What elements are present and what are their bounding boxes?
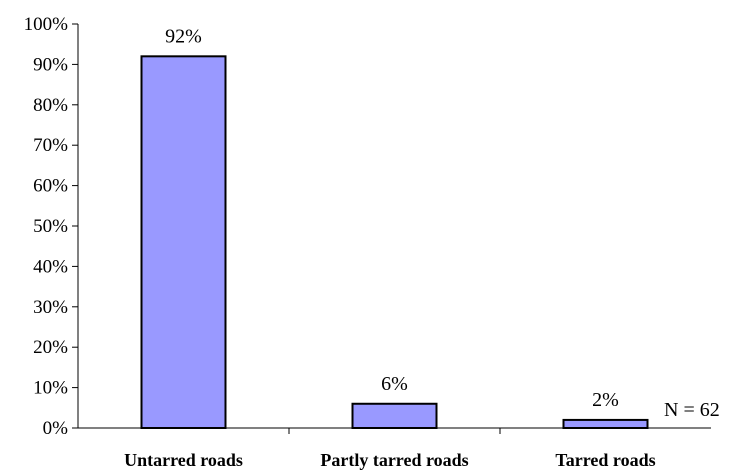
x-axis-ticks bbox=[288, 428, 501, 434]
y-tick-label: 30% bbox=[33, 297, 68, 318]
y-tick-label: 40% bbox=[33, 256, 68, 277]
bar bbox=[140, 55, 227, 429]
category-label: Tarred roads bbox=[555, 450, 655, 470]
y-tick-label: 60% bbox=[33, 176, 68, 197]
bar bbox=[351, 402, 438, 430]
category-label: Partly tarred roads bbox=[320, 450, 468, 470]
bar-value-label: 2% bbox=[592, 389, 619, 411]
data-labels: 92% 6% 2% bbox=[165, 25, 619, 411]
bar bbox=[562, 418, 649, 430]
y-tick-label: 70% bbox=[33, 135, 68, 156]
category-labels: Untarred roads Partly tarred roads Tarred … bbox=[124, 450, 656, 470]
y-tick-label: 80% bbox=[33, 95, 68, 116]
y-tick-label: 100% bbox=[24, 14, 69, 35]
bars bbox=[140, 55, 649, 430]
y-axis-ticks: 0% 10% 20% 30% 40% 50% 60% 70% 80% 90% 100% bbox=[24, 14, 78, 439]
sample-size-note: N = 62 bbox=[664, 399, 720, 421]
y-tick-label: 50% bbox=[33, 216, 68, 237]
y-tick-label: 20% bbox=[33, 337, 68, 358]
bar-value-label: 6% bbox=[381, 373, 408, 395]
y-tick-label: 0% bbox=[43, 418, 69, 439]
bar-value-label: 92% bbox=[165, 25, 202, 47]
category-label: Untarred roads bbox=[124, 450, 243, 470]
y-tick-label: 90% bbox=[33, 54, 68, 75]
y-tick-label: 10% bbox=[33, 378, 68, 399]
